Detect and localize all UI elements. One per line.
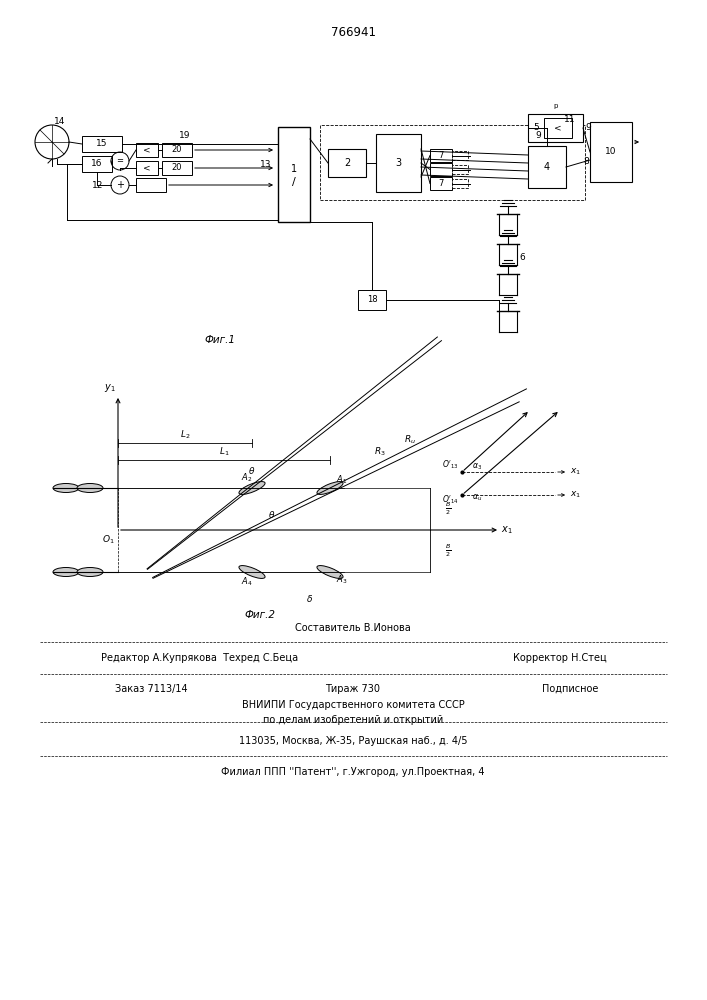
Text: Тираж 730: Тираж 730: [325, 684, 380, 694]
Text: $x_1$: $x_1$: [501, 524, 513, 536]
Text: <: <: [144, 163, 151, 172]
Text: $\theta$: $\theta$: [269, 510, 276, 520]
Text: $A_2$: $A_2$: [241, 472, 252, 484]
Text: Составитель В.Ионова: Составитель В.Ионова: [295, 623, 411, 633]
Text: Фиг.2: Фиг.2: [245, 610, 276, 620]
Text: $A_1$: $A_1$: [337, 474, 348, 486]
Bar: [452, 151, 468, 160]
Bar: [590, 122, 632, 182]
Text: 10: 10: [605, 147, 617, 156]
Text: 9: 9: [585, 123, 591, 132]
Text: $\alpha_u$: $\alpha_u$: [472, 493, 482, 503]
Bar: [162, 143, 192, 157]
Text: $\theta$: $\theta$: [248, 464, 256, 476]
Ellipse shape: [77, 568, 103, 576]
Bar: [544, 118, 572, 138]
Text: 6: 6: [519, 253, 525, 262]
Text: $\frac{B}{2}$: $\frac{B}{2}$: [445, 543, 451, 559]
Text: 113035, Москва, Ж-35, Раушская наб., д. 4/5: 113035, Москва, Ж-35, Раушская наб., д. …: [239, 736, 467, 746]
Bar: [136, 161, 158, 175]
Text: 2: 2: [344, 158, 350, 168]
Bar: [430, 163, 452, 176]
Text: 5: 5: [533, 123, 539, 132]
Text: +: +: [116, 180, 124, 190]
Bar: [136, 143, 158, 157]
Text: 3: 3: [395, 158, 402, 168]
Text: 7: 7: [438, 179, 444, 188]
Bar: [278, 127, 310, 222]
Text: $A_4$: $A_4$: [241, 576, 253, 588]
Text: 1: 1: [291, 164, 297, 174]
Text: Корректор Н.Стец: Корректор Н.Стец: [513, 653, 607, 663]
Text: 16: 16: [91, 159, 103, 168]
Text: <: <: [144, 145, 151, 154]
Bar: [452, 165, 468, 174]
Text: $L_2$: $L_2$: [180, 429, 190, 441]
Text: 4: 4: [544, 162, 550, 172]
Ellipse shape: [77, 484, 103, 492]
Text: Подписное: Подписное: [542, 684, 598, 694]
Text: по делам изобретений и открытий: по делам изобретений и открытий: [263, 715, 443, 725]
Text: 18: 18: [367, 296, 378, 304]
Text: 9: 9: [535, 130, 541, 139]
Text: $O'_{14}$: $O'_{14}$: [442, 494, 458, 506]
Ellipse shape: [239, 482, 265, 494]
Bar: [376, 134, 421, 192]
Text: $\frac{B}{2}$: $\frac{B}{2}$: [445, 501, 451, 517]
Bar: [528, 146, 566, 188]
Ellipse shape: [317, 482, 343, 494]
Text: 20: 20: [172, 163, 182, 172]
Text: 13: 13: [260, 160, 271, 169]
Text: 19: 19: [180, 131, 191, 140]
Text: 11: 11: [564, 115, 575, 124]
Text: <: <: [554, 123, 562, 132]
Text: $y_1$: $y_1$: [104, 382, 116, 394]
Text: ВНИИПИ Государственного комитета СССР: ВНИИПИ Государственного комитета СССР: [242, 700, 464, 710]
Bar: [162, 161, 192, 175]
Text: 8: 8: [583, 157, 589, 166]
Text: 12: 12: [93, 180, 104, 190]
Text: $\alpha_3$: $\alpha_3$: [472, 462, 482, 472]
Text: =: =: [117, 156, 124, 165]
Text: 766941: 766941: [330, 25, 375, 38]
Bar: [452, 179, 468, 188]
Ellipse shape: [53, 484, 79, 492]
Text: 20: 20: [172, 145, 182, 154]
Bar: [136, 178, 166, 192]
Bar: [328, 149, 366, 177]
Text: p: p: [554, 103, 558, 109]
Bar: [320, 125, 585, 200]
Text: $L_1$: $L_1$: [218, 446, 229, 458]
Text: Фиг.1: Фиг.1: [204, 335, 235, 345]
Ellipse shape: [53, 568, 79, 576]
Text: $\delta$: $\delta$: [306, 592, 313, 603]
Bar: [82, 156, 112, 172]
Bar: [358, 290, 386, 310]
Text: Филиал ППП ''Патент'', г.Ужгород, ул.Проектная, 4: Филиал ППП ''Патент'', г.Ужгород, ул.Про…: [221, 767, 485, 777]
Text: 7: 7: [438, 151, 444, 160]
Text: Заказ 7113/14: Заказ 7113/14: [115, 684, 187, 694]
Ellipse shape: [317, 566, 343, 578]
Text: 14: 14: [54, 117, 66, 126]
Text: $x_1$: $x_1$: [571, 490, 582, 500]
Text: $O'_{13}$: $O'_{13}$: [442, 459, 458, 471]
Ellipse shape: [239, 566, 265, 578]
Text: Редактор А.Купрякова  Техред С.Беца: Редактор А.Купрякова Техред С.Беца: [101, 653, 298, 663]
Text: $A_3$: $A_3$: [337, 574, 348, 586]
Text: $O_1$: $O_1$: [102, 534, 115, 546]
Bar: [430, 149, 452, 162]
Text: $R_3$: $R_3$: [374, 446, 386, 458]
Text: $R_u$: $R_u$: [404, 434, 416, 446]
Text: /: /: [292, 178, 296, 188]
Bar: [82, 136, 122, 152]
Bar: [430, 177, 452, 190]
Text: 15: 15: [96, 139, 107, 148]
Text: $x_1$: $x_1$: [571, 467, 582, 477]
Bar: [528, 114, 583, 142]
